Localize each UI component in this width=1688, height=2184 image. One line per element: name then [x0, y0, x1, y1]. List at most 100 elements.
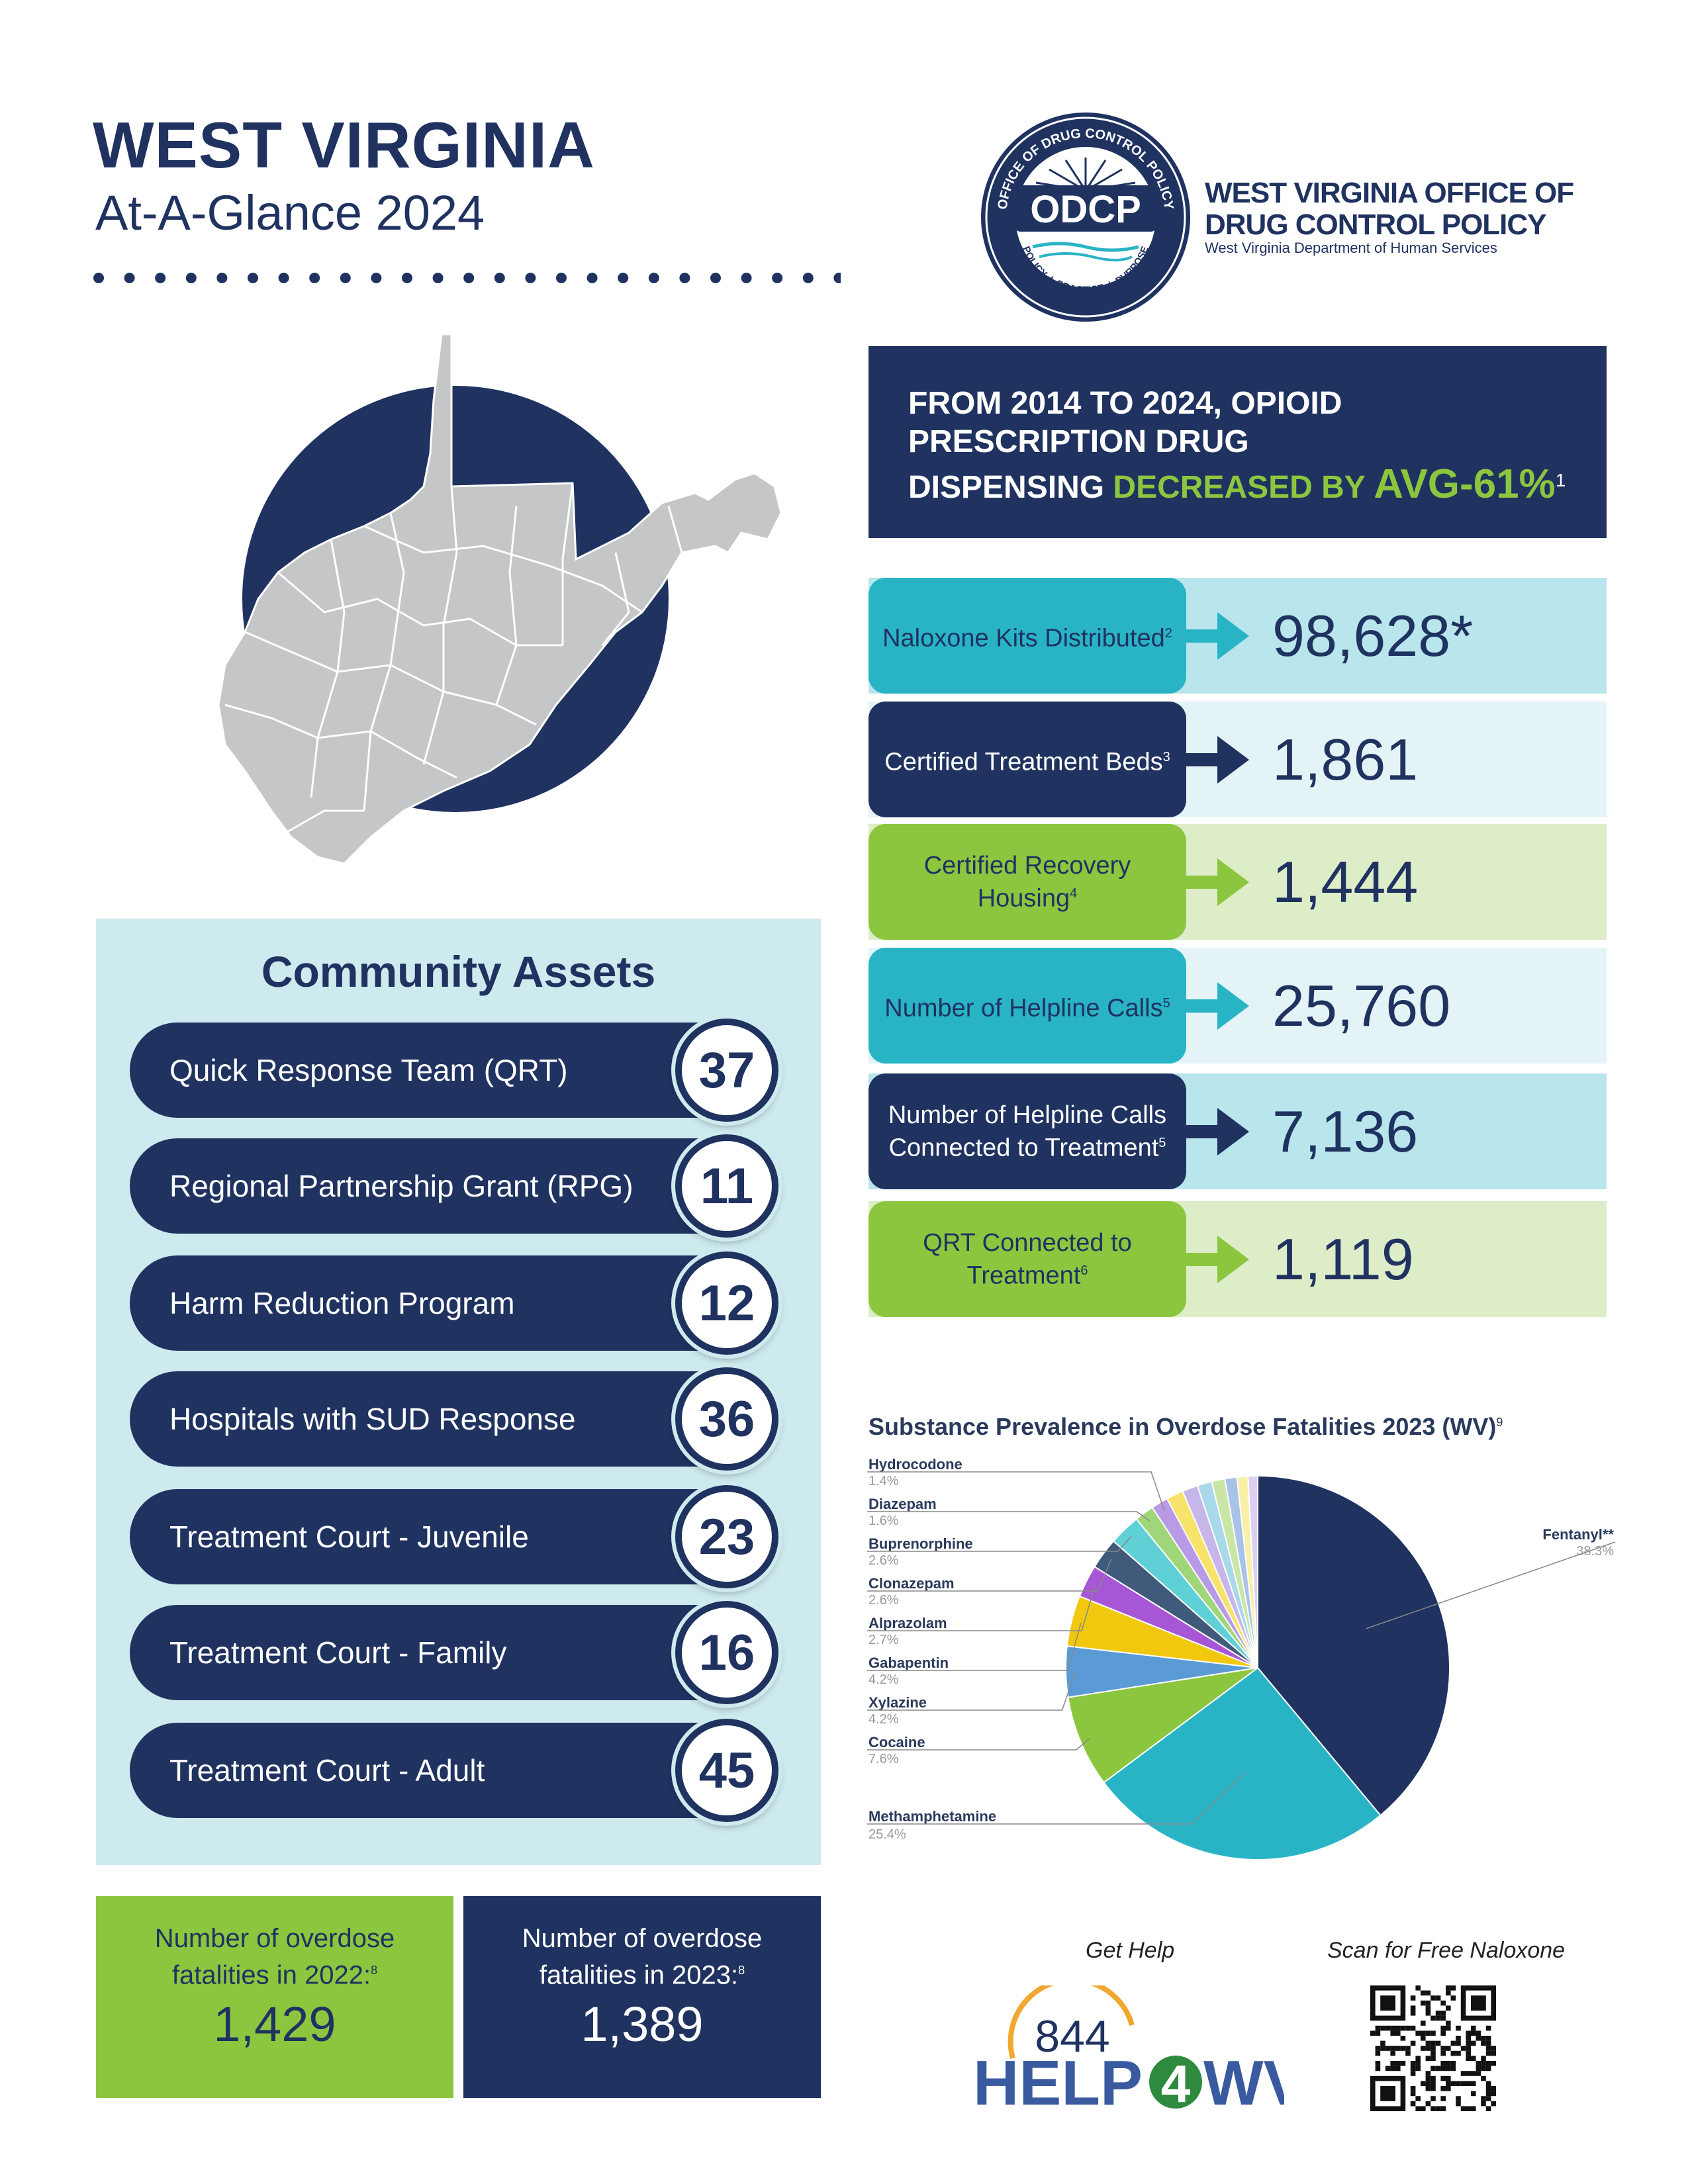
headline-line1: FROM 2014 TO 2024, OPIOID: [908, 386, 1342, 421]
stat-value: 25,760: [1272, 972, 1451, 1038]
asset-count-badge: 36: [675, 1367, 778, 1471]
west-virginia-map: [217, 334, 782, 865]
asset-label: Treatment Court - Family: [169, 1635, 507, 1670]
asset-item: Treatment Court - Juvenile: [130, 1489, 775, 1584]
asset-item: Hospitals with SUD Response: [130, 1371, 775, 1467]
slice-label: Hydrocodone: [868, 1456, 962, 1473]
leader-line: [867, 1559, 1112, 1592]
leader-line: [867, 1671, 1076, 1711]
naloxone-qr-code[interactable]: [1370, 1985, 1496, 2111]
leader-line: [1366, 1541, 1616, 1629]
slice-label: Fentanyl**: [1542, 1526, 1614, 1543]
arrow-right-icon: [1176, 858, 1249, 906]
asset-label: Treatment Court - Juvenile: [169, 1520, 529, 1554]
dispensing-headline: FROM 2014 TO 2024, OPIOID PRESCRIPTION D…: [868, 346, 1607, 538]
asset-item: Treatment Court - Family: [130, 1605, 775, 1700]
help4wv-logo[interactable]: 844 HELP 4 WV: [966, 1985, 1284, 2118]
page-title: WEST VIRGINIA: [93, 109, 595, 181]
slice-value: 1.4%: [868, 1474, 899, 1488]
slice-label: Xylazine: [868, 1694, 927, 1711]
slice-value: 4.2%: [868, 1672, 899, 1687]
stat-row: QRT Connected to Treatment6 1,119: [868, 1201, 1607, 1317]
leader-line: [867, 1471, 1165, 1512]
stat-label: Certified Recovery Housing4: [868, 824, 1186, 940]
stat-row: Number of Helpline Calls5 25,760: [868, 948, 1607, 1064]
stat-row: Certified Recovery Housing4 1,444: [868, 824, 1607, 940]
stat-row: Naloxone Kits Distributed2 98,628*: [868, 578, 1607, 694]
slice-value: 7.6%: [868, 1752, 899, 1766]
pie-slice: [1103, 1666, 1382, 1860]
footnote-marker: 1: [1555, 470, 1566, 490]
page-subtitle: At-A-Glance 2024: [95, 185, 485, 240]
stat-value: 98,628*: [1272, 602, 1474, 668]
decrease-percentage: AVG-61%: [1374, 461, 1556, 507]
asset-count-badge: 37: [675, 1019, 778, 1122]
asset-count-badge: 11: [675, 1134, 778, 1238]
leader-line: [867, 1738, 1090, 1751]
headline-line3: DISPENSING DECREASED BY AVG-61%1: [908, 461, 1566, 507]
stat-value: 7,136: [1272, 1098, 1419, 1164]
slice-label: Clonazepam: [868, 1575, 955, 1592]
leader-line: [867, 1772, 1246, 1825]
slice-value: 1.6%: [868, 1514, 899, 1528]
svg-text:HELP: HELP: [973, 2048, 1143, 2118]
pie-slice: [1257, 1475, 1450, 1817]
slice-label: Buprenorphine: [868, 1535, 973, 1552]
stat-label: Naloxone Kits Distributed2: [868, 578, 1186, 694]
stat-row: Certified Treatment Beds3 1,861: [868, 702, 1607, 817]
asset-item: Regional Partnership Grant (RPG): [130, 1138, 775, 1234]
stat-label: Number of Helpline Calls Connected to Tr…: [868, 1073, 1186, 1189]
stat-value: 1,861: [1272, 726, 1419, 792]
asset-label: Regional Partnership Grant (RPG): [169, 1169, 633, 1203]
slice-label: Diazepam: [868, 1496, 937, 1512]
stat-row: Number of Helpline Calls Connected to Tr…: [868, 1073, 1607, 1189]
slice-label: Gabapentin: [868, 1655, 949, 1671]
arrow-right-icon: [1176, 982, 1249, 1030]
asset-label: Harm Reduction Program: [169, 1286, 515, 1320]
slice-value: 38.3%: [1576, 1544, 1614, 1559]
leader-line: [867, 1585, 1096, 1631]
svg-text:ODCP: ODCP: [1030, 188, 1141, 231]
asset-item: Quick Response Team (QRT): [130, 1023, 775, 1118]
org-name-line2: DRUG CONTROL POLICY: [1205, 208, 1547, 241]
fatalities-2022-value: 1,429: [213, 1997, 336, 2052]
slice-value: 2.7%: [868, 1633, 899, 1647]
slice-label: Methamphetamine: [868, 1808, 996, 1825]
arrow-right-icon: [1176, 612, 1249, 660]
stat-label: QRT Connected to Treatment6: [868, 1201, 1186, 1317]
fatalities-2022-box: Number of overdose fatalities in 2022:8 1…: [96, 1896, 453, 2098]
asset-item: Treatment Court - Adult: [130, 1723, 775, 1818]
org-name-line1: WEST VIRGINIA OFFICE OF: [1205, 177, 1574, 209]
org-department: West Virginia Department of Human Servic…: [1205, 240, 1497, 256]
scan-naloxone-label: Scan for Free Naloxone: [1327, 1938, 1566, 1963]
asset-label: Hospitals with SUD Response: [169, 1402, 576, 1436]
arrow-right-icon: [1176, 1236, 1249, 1283]
asset-label: Treatment Court - Adult: [169, 1753, 485, 1788]
svg-text:844: 844: [1035, 2011, 1109, 2062]
stat-value: 1,444: [1272, 848, 1419, 915]
slice-value: 25.4%: [868, 1827, 906, 1842]
pie-slice: [1247, 1475, 1258, 1668]
slice-value: 2.6%: [868, 1593, 899, 1608]
fatalities-2023-box: Number of overdose fatalities in 2023:8 1…: [463, 1896, 821, 2098]
fatalities-2023-value: 1,389: [581, 1997, 704, 2052]
get-help-label: Get Help: [1086, 1938, 1175, 1963]
stat-label: Certified Treatment Beds3: [868, 702, 1186, 817]
asset-label: Quick Response Team (QRT): [169, 1053, 568, 1087]
decreased-by-text: DECREASED BY: [1113, 470, 1374, 505]
arrow-right-icon: [1176, 1108, 1249, 1156]
leader-line: [867, 1623, 1082, 1671]
slice-label: Cocaine: [868, 1734, 925, 1751]
asset-count-badge: 16: [675, 1601, 778, 1704]
pie-slice: [1067, 1667, 1258, 1784]
community-assets-title: Community Assets: [261, 947, 656, 996]
asset-count-badge: 12: [675, 1251, 778, 1355]
leader-line: [867, 1511, 1150, 1522]
leader-line: [867, 1536, 1132, 1552]
arrow-right-icon: [1176, 736, 1249, 784]
asset-count-badge: 45: [675, 1719, 778, 1822]
asset-item: Harm Reduction Program: [130, 1255, 775, 1351]
stat-label: Number of Helpline Calls5: [868, 948, 1186, 1064]
slice-value: 2.6%: [868, 1553, 899, 1568]
